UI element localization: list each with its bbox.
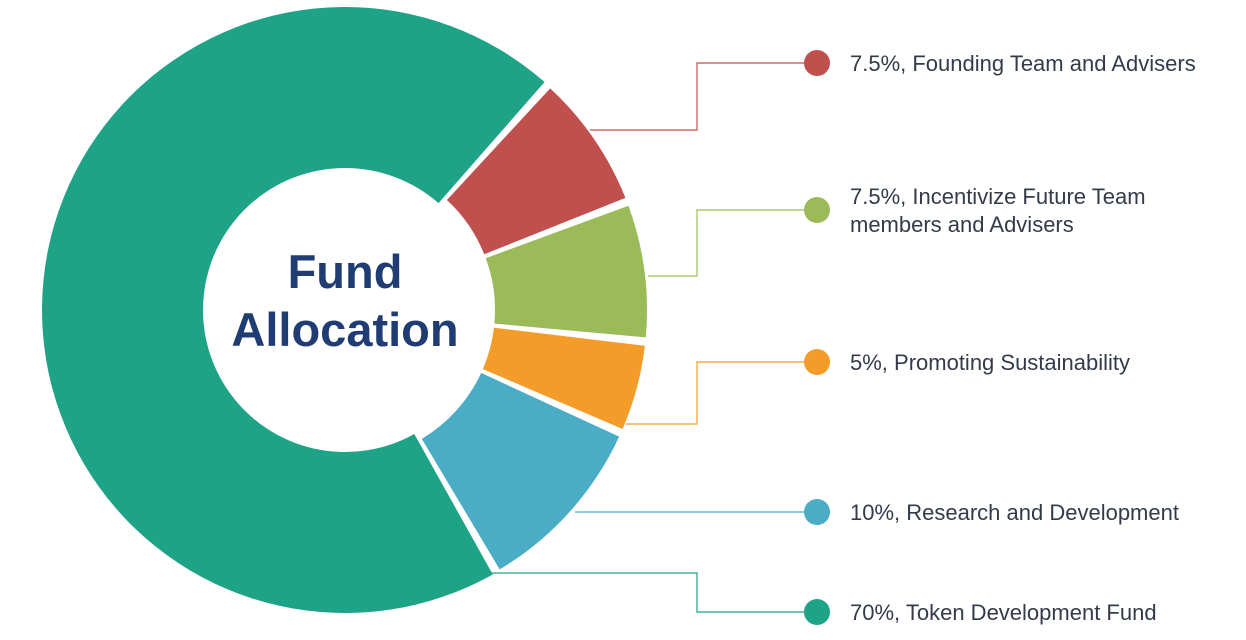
legend-label-line: 70%, Token Development Fund [850,600,1157,625]
chart-title-line: Fund [288,245,403,298]
leader-line-4 [455,572,817,613]
donut-slice-2 [482,327,645,429]
legend-label-4: 70%, Token Development Fund [850,600,1157,625]
legend-label-line: 5%, Promoting Sustainability [850,350,1130,375]
donut-slice-1 [485,205,647,338]
chart-title-line: Allocation [231,303,458,356]
leader-line-1 [648,209,817,277]
legend-marker-0 [804,50,830,76]
legend-label-2: 5%, Promoting Sustainability [850,350,1130,375]
legend-label-line: 7.5%, Incentivize Future Team [850,184,1146,209]
legend-label-line: 10%, Research and Development [850,500,1179,525]
legend-label-line: members and Advisers [850,212,1074,237]
legend-marker-1 [804,197,830,223]
legend-label-3: 10%, Research and Development [850,500,1179,525]
donut-slices [42,6,647,613]
donut-slice-4 [42,6,545,613]
legend-label-line: 7.5%, Founding Team and Advisers [850,51,1196,76]
legend-marker-2 [804,349,830,375]
legend-marker-3 [804,499,830,525]
leader-line-2 [626,361,817,425]
legend-label-0: 7.5%, Founding Team and Advisers [850,51,1196,76]
donut-slice-0 [446,88,626,255]
legend-label-1: 7.5%, Incentivize Future Team members and… [850,184,1146,237]
leader-lines [455,62,817,613]
legend: 7.5%, Founding Team and Advisers 7.5%, In… [804,50,1196,625]
legend-marker-4 [804,599,830,625]
chart-title: Fund Allocation [231,245,458,356]
leader-line-0 [590,62,817,131]
donut-slice-3 [421,372,620,570]
